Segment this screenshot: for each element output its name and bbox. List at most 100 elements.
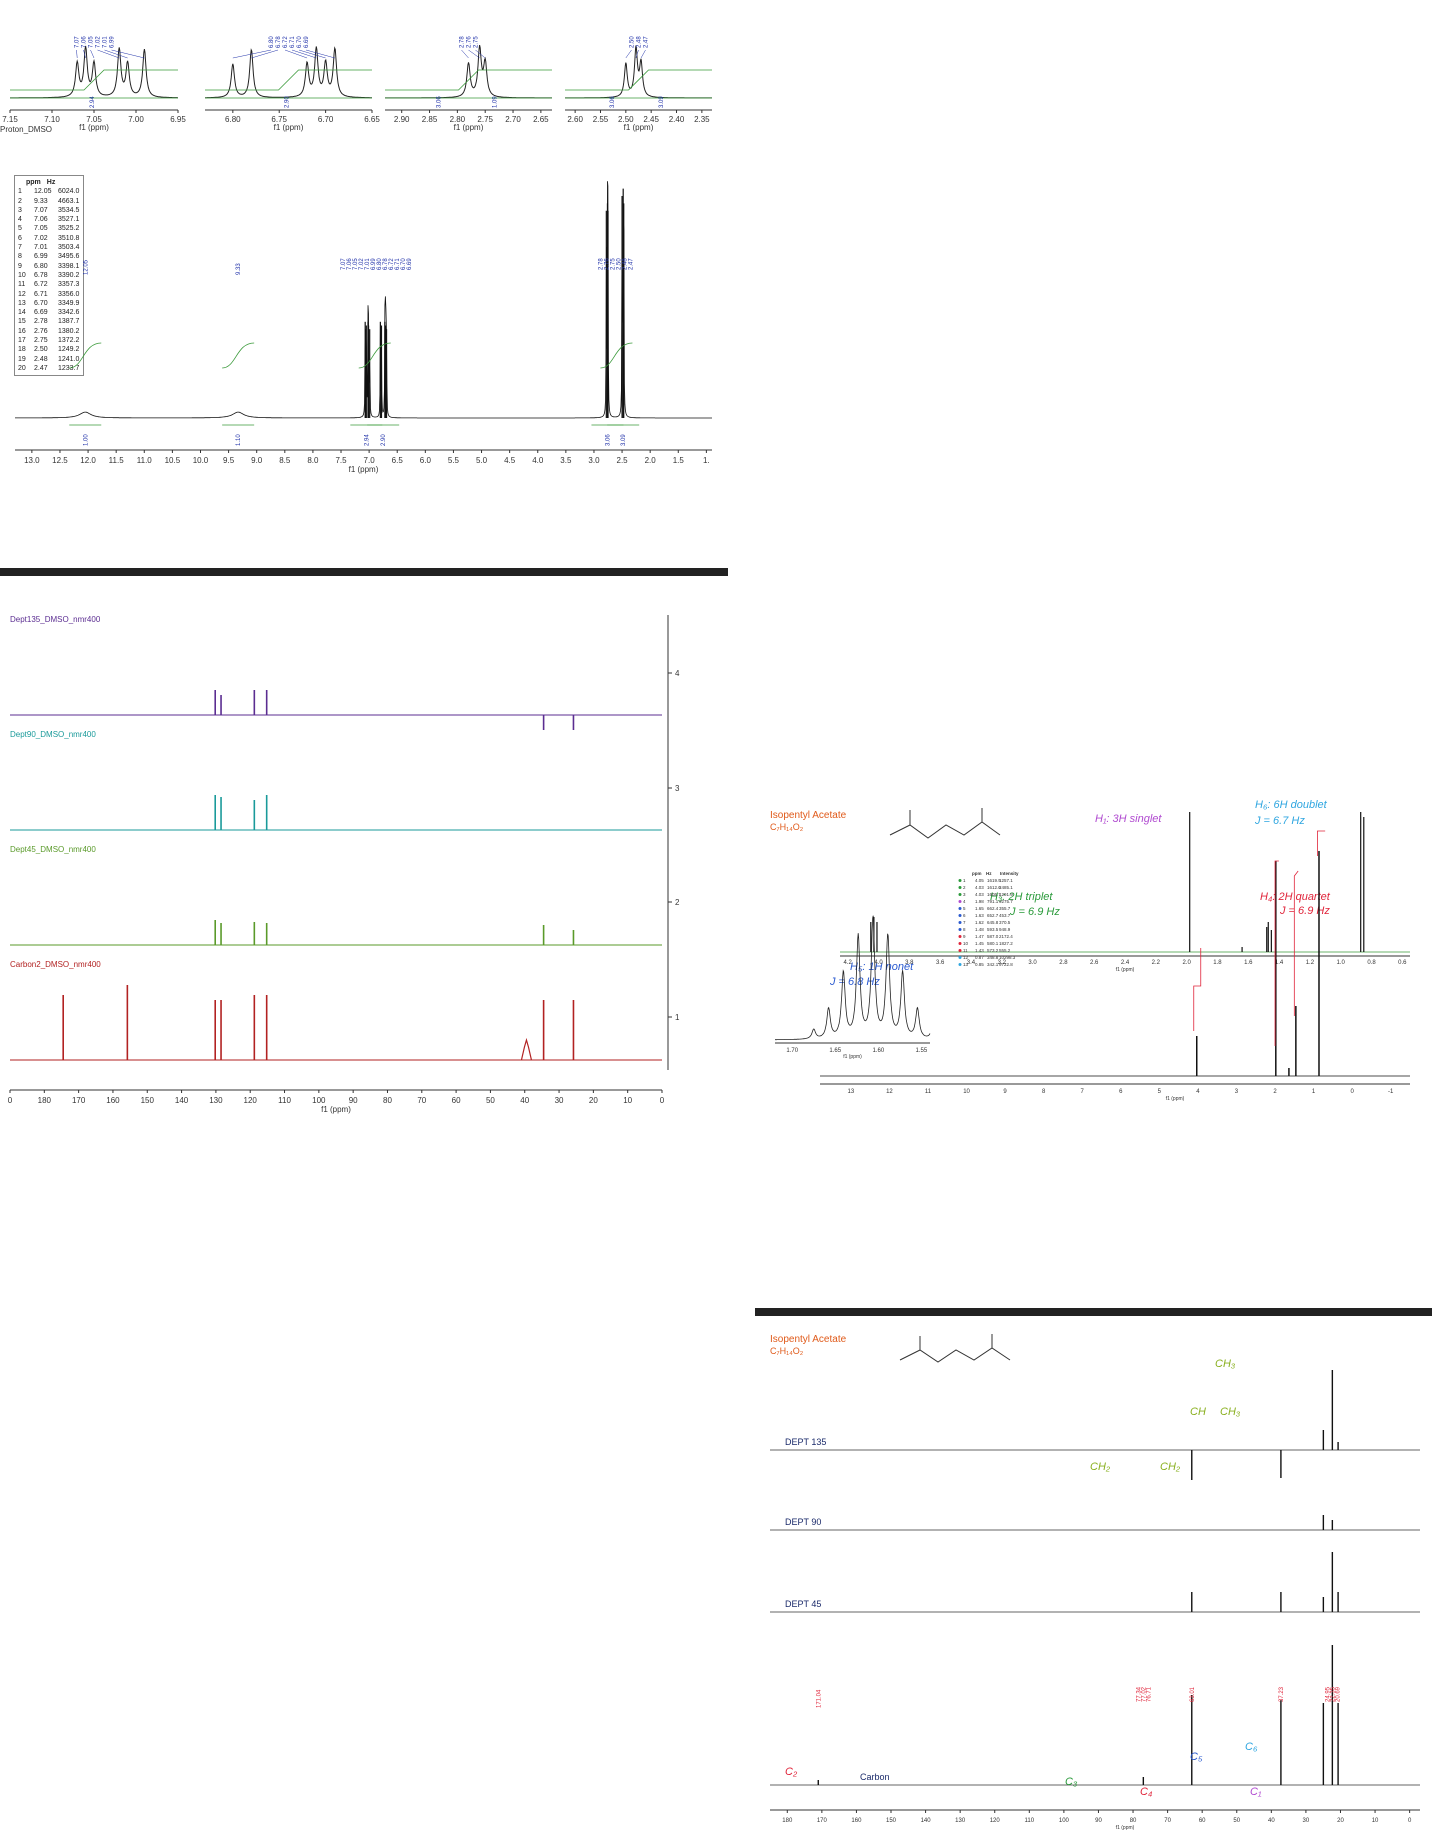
divider-left	[0, 568, 728, 576]
peak-table-cell: 3503.4	[58, 244, 80, 252]
full-peak-label: 7.07	[341, 258, 347, 270]
peak-table-cell: 15	[18, 318, 26, 326]
iso-h1-inset-tick-label: 1.65	[829, 1048, 841, 1054]
zoom-tick-label: 6.70	[318, 115, 334, 124]
iso-c13-annotation: C₄	[1140, 1786, 1152, 1798]
iso-h1-annotation: H₃: 2H triplet	[990, 891, 1053, 903]
peak-table-cell: 3495.6	[58, 253, 80, 261]
full-spectrum-trace	[15, 181, 712, 419]
iso-h1-bottom-tick-label: 4	[1196, 1089, 1200, 1095]
zoom-peak-leader	[232, 49, 272, 59]
iso-h1-bottom-tick-label: 6	[1119, 1089, 1123, 1095]
c13-tick-label: 100	[312, 1096, 326, 1105]
iso-h1-table-cell: 645.8	[987, 920, 999, 925]
iso-h1-table-cell: 1605.7	[987, 892, 1001, 897]
iso-h1-table-cell: 948.9	[999, 927, 1011, 932]
peak-table-cell: 16	[18, 327, 26, 335]
full-tick-label: 12.0	[80, 456, 96, 465]
peak-table-cell: 1241.0	[58, 355, 80, 363]
iso-h1-top-tick-label: 2.4	[1121, 960, 1130, 966]
zoom-tick-label: 2.55	[593, 115, 609, 124]
zoom-peak-label: 6.70	[297, 36, 303, 48]
zoom-peak-label: 7.07	[75, 36, 81, 48]
peak-table-row: 3 7.07 3534.5	[18, 206, 80, 215]
iso-h1-top-tick-label: 1.0	[1337, 960, 1346, 966]
iso-h1-top-tick-label: 3.4	[967, 960, 976, 966]
peak-table-cell: 3510.8	[58, 234, 80, 242]
c13-tick-label: 150	[141, 1096, 155, 1105]
peak-table-row: 7 7.01 3503.4	[18, 243, 80, 252]
zoom-tick-label: 2.65	[533, 115, 549, 124]
peak-table-cell: 7.06	[34, 216, 48, 224]
iso-h1-table-cell: 1.47	[975, 934, 984, 939]
iso-c13-peak-label: 24.95	[1325, 1686, 1331, 1702]
peak-table-cell: 7.02	[34, 234, 48, 242]
c13-trace-label: Dept135_DMSO_nmr400	[10, 615, 101, 624]
peak-table-cell: 2	[18, 197, 22, 205]
zoom-peak-leader	[305, 49, 335, 59]
iso-c13-tick-label: 50	[1233, 1818, 1240, 1824]
full-peak-label: 2.48	[622, 258, 628, 270]
iso-c13-annotation: CH	[1190, 1406, 1206, 1418]
zoom-tick-label: 2.75	[477, 115, 493, 124]
full-tick-label: 6.5	[392, 456, 404, 465]
iso-c13-annotation: CH₂	[1160, 1461, 1181, 1473]
iso-c13-tick-label: 100	[1059, 1818, 1070, 1824]
iso-h1-annotation: H₆: 6H doublet	[1255, 799, 1328, 811]
full-integral-label: 1.00	[83, 434, 89, 446]
full-peak-label: 7.05	[353, 258, 359, 270]
iso-c13-peak-label: 76.71	[1146, 1686, 1152, 1702]
peak-table-header-hz: Hz	[46, 179, 56, 186]
iso-h1-table-cell: 11	[963, 948, 968, 953]
iso-h1-bottom-tick-label: -1	[1388, 1089, 1394, 1095]
iso-h1-bottom-tick-label: 1	[1312, 1089, 1316, 1095]
iso-h1-integral-curve	[1193, 948, 1202, 1031]
iso-h1-table-cell: 2485.1	[999, 885, 1013, 890]
full-tick-label: 2.0	[645, 456, 657, 465]
full-tick-label: 10.5	[165, 456, 181, 465]
full-integral-label: 1.10	[236, 434, 242, 446]
iso-c13-tick-label: 130	[955, 1818, 966, 1824]
peak-table-cell: 3349.9	[58, 299, 80, 307]
iso-h1-table-cell: 8	[963, 927, 966, 932]
c13-tick-label: 0	[660, 1096, 665, 1105]
iso-h1-table-cell: 342.1	[987, 962, 999, 967]
zoom-peak-label: 6.99	[110, 36, 116, 48]
peak-table-cell: 1372.2	[58, 337, 80, 345]
zoom-peak-leader	[97, 49, 120, 59]
full-tick-label: 4.0	[532, 456, 544, 465]
zoom-extra-label: Proton_DMSO	[0, 125, 52, 134]
zoom-tick-label: 7.10	[44, 115, 60, 124]
iso-h1-top-tick-label: 3.0	[1028, 960, 1037, 966]
zoom-tick-label: 2.60	[567, 115, 583, 124]
iso-h1-table-dot	[958, 956, 962, 959]
iso-h1-top-tick-label: 1.8	[1213, 960, 1222, 966]
iso-h1-table-cell: 1.45	[975, 941, 984, 946]
zoom-integral-curve	[565, 69, 712, 91]
iso-c13-axis-label: f1 (ppm)	[1116, 1825, 1135, 1831]
full-peak-label: 6.72	[389, 258, 395, 270]
iso-h1-top-tick-label: 1.2	[1306, 960, 1315, 966]
zoom-peak-label: 7.02	[96, 36, 102, 48]
iso-h1-table-dot	[958, 921, 962, 924]
zoom-integral-label: 2.94	[90, 96, 96, 108]
iso-h1-table-dot	[958, 942, 962, 945]
iso-h1-table-cell: 1257.1	[999, 878, 1013, 883]
iso-h1-annotation: J = 6.7 Hz	[1254, 815, 1305, 827]
c13-tick-label: 0	[8, 1096, 13, 1105]
full-integral-curve	[600, 342, 633, 369]
iso-h1-table-dot	[958, 914, 962, 917]
peak-table-cell: 3	[18, 206, 22, 214]
zoom-integral-label: 2.90	[285, 96, 291, 108]
iso-h1-annotation: H₅: 1H nonet	[850, 961, 914, 973]
iso-c13-title: Isopentyl Acetate	[770, 1334, 847, 1345]
iso-h1-integral-curve	[1317, 830, 1326, 856]
peak-table-cell: 2.47	[34, 364, 48, 372]
iso-h1-table-cell: 662.4	[987, 906, 999, 911]
zoom-peak-leader	[251, 49, 279, 59]
iso-h1-inset-tick-label: 1.70	[786, 1048, 798, 1054]
iso-h1-table-cell: 1619.9	[987, 878, 1001, 883]
zoom-peak-leader	[635, 49, 639, 59]
zoom-tick-label: 7.15	[2, 115, 18, 124]
